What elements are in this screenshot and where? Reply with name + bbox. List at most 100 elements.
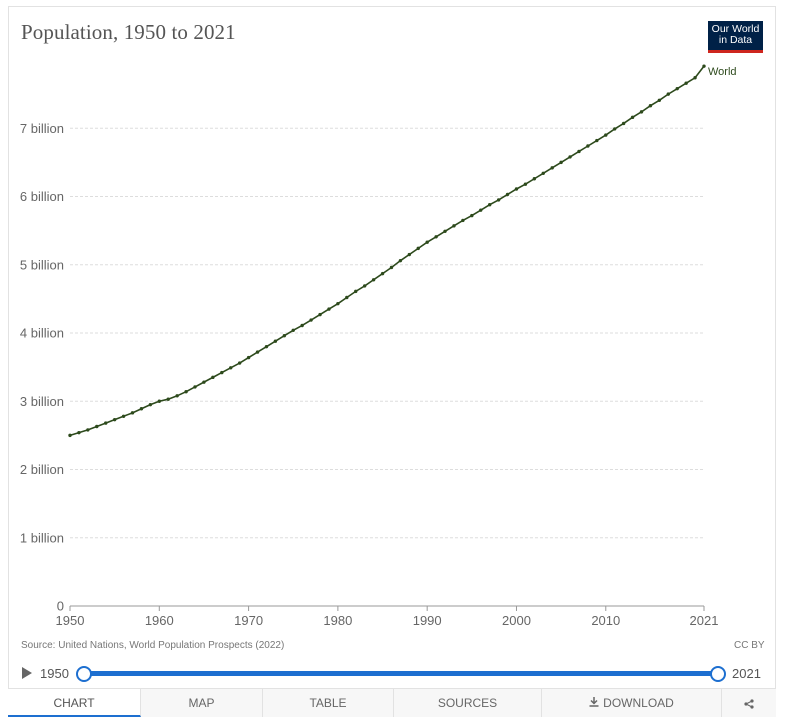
data-point[interactable] <box>300 323 304 328</box>
data-point[interactable] <box>675 86 679 91</box>
data-point[interactable] <box>202 380 206 384</box>
data-point[interactable] <box>452 224 456 228</box>
data-point[interactable] <box>139 407 144 411</box>
tab-sources[interactable]: SOURCES <box>394 689 542 717</box>
data-point[interactable] <box>487 202 492 207</box>
data-point[interactable] <box>407 252 412 257</box>
data-point[interactable] <box>264 344 269 349</box>
data-point[interactable] <box>595 138 599 143</box>
data-point[interactable] <box>666 92 670 96</box>
tab-share[interactable] <box>722 689 776 717</box>
tab-table[interactable]: TABLE <box>263 689 394 717</box>
data-point[interactable] <box>318 312 322 317</box>
data-point[interactable] <box>112 417 117 422</box>
tab-download[interactable]: DOWNLOAD <box>542 689 722 717</box>
series-label[interactable]: World <box>708 66 737 78</box>
play-icon[interactable] <box>22 667 32 679</box>
y-tick-label: 4 billion <box>20 326 64 341</box>
data-point[interactable] <box>702 64 706 68</box>
data-point[interactable] <box>461 218 465 223</box>
data-point[interactable] <box>229 366 233 370</box>
data-point[interactable] <box>505 192 510 197</box>
tab-map[interactable]: MAP <box>141 689 263 717</box>
y-tick-label: 5 billion <box>20 257 64 272</box>
data-point[interactable] <box>621 121 626 126</box>
data-point[interactable] <box>255 350 260 354</box>
data-point[interactable] <box>237 361 242 365</box>
data-point[interactable] <box>121 414 126 418</box>
timeline-end-handle[interactable] <box>710 666 726 682</box>
data-point[interactable] <box>630 115 635 120</box>
data-point[interactable] <box>354 289 358 294</box>
data-point[interactable] <box>443 229 447 234</box>
data-point[interactable] <box>523 182 528 186</box>
data-point[interactable] <box>77 430 81 435</box>
data-point[interactable] <box>130 411 135 415</box>
data-point[interactable] <box>220 370 224 375</box>
data-point[interactable] <box>613 127 617 131</box>
data-point[interactable] <box>639 110 644 114</box>
data-point[interactable] <box>604 133 608 137</box>
logo-accent-bar <box>708 50 763 53</box>
data-point[interactable] <box>425 240 429 244</box>
data-point[interactable] <box>362 284 367 288</box>
data-point[interactable] <box>211 375 215 380</box>
data-point[interactable] <box>532 177 537 181</box>
data-point[interactable] <box>434 235 438 239</box>
data-point[interactable] <box>104 421 108 425</box>
data-point[interactable] <box>380 271 385 276</box>
y-tick-label: 6 billion <box>20 189 64 204</box>
data-point[interactable] <box>95 424 99 429</box>
data-point[interactable] <box>577 149 581 154</box>
data-point[interactable] <box>684 81 688 85</box>
data-point[interactable] <box>693 76 697 80</box>
y-axis-ticks: 0 1 billion 2 billion 3 billion 4 billion 5 b… <box>20 121 64 614</box>
data-point[interactable] <box>568 155 572 159</box>
timeline-start-handle[interactable] <box>76 666 92 682</box>
data-point[interactable] <box>648 104 653 108</box>
license-badge[interactable]: CC BY <box>734 640 765 651</box>
source-note[interactable]: Source: United Nations, World Population… <box>21 640 285 651</box>
data-point[interactable] <box>193 385 197 389</box>
data-point[interactable] <box>68 433 72 438</box>
data-point[interactable] <box>157 399 161 403</box>
chart-frame <box>8 6 776 717</box>
data-point[interactable] <box>389 265 394 270</box>
data-point[interactable] <box>246 355 251 360</box>
data-point[interactable] <box>479 208 483 212</box>
series-world[interactable]: World <box>68 64 737 438</box>
data-point[interactable] <box>273 339 278 343</box>
data-point[interactable] <box>470 213 474 218</box>
tab-map-label: MAP <box>188 696 215 710</box>
series-line[interactable] <box>69 65 705 437</box>
data-point[interactable] <box>336 301 340 306</box>
data-point[interactable] <box>345 295 349 300</box>
data-point[interactable] <box>175 394 179 398</box>
timeline-start-label: 1950 <box>40 666 69 681</box>
data-point[interactable] <box>514 187 519 191</box>
data-point[interactable] <box>416 246 420 251</box>
data-point[interactable] <box>327 307 331 311</box>
data-point[interactable] <box>184 389 188 394</box>
y-tick-label: 1 billion <box>20 530 64 545</box>
data-point[interactable] <box>148 402 153 407</box>
data-point[interactable] <box>371 278 376 282</box>
data-point[interactable] <box>541 171 545 175</box>
data-point[interactable] <box>586 144 590 148</box>
data-point[interactable] <box>86 428 90 432</box>
line-chart: 0 1 billion 2 billion 3 billion 4 billion 5 b… <box>20 64 737 628</box>
data-point[interactable] <box>309 318 313 322</box>
data-point[interactable] <box>550 166 554 170</box>
owid-logo[interactable]: Our World in Data <box>708 21 763 53</box>
data-point[interactable] <box>291 328 295 332</box>
data-point[interactable] <box>166 397 170 401</box>
data-point[interactable] <box>282 334 287 338</box>
data-point[interactable] <box>496 198 501 202</box>
data-point[interactable] <box>657 98 662 102</box>
y-tick-label: 7 billion <box>20 121 64 136</box>
data-point[interactable] <box>398 258 403 263</box>
chart-title: Population, 1950 to 2021 <box>21 20 236 44</box>
tab-chart[interactable]: CHART <box>8 689 141 717</box>
timeline-track[interactable] <box>84 671 718 676</box>
data-point[interactable] <box>559 160 563 165</box>
